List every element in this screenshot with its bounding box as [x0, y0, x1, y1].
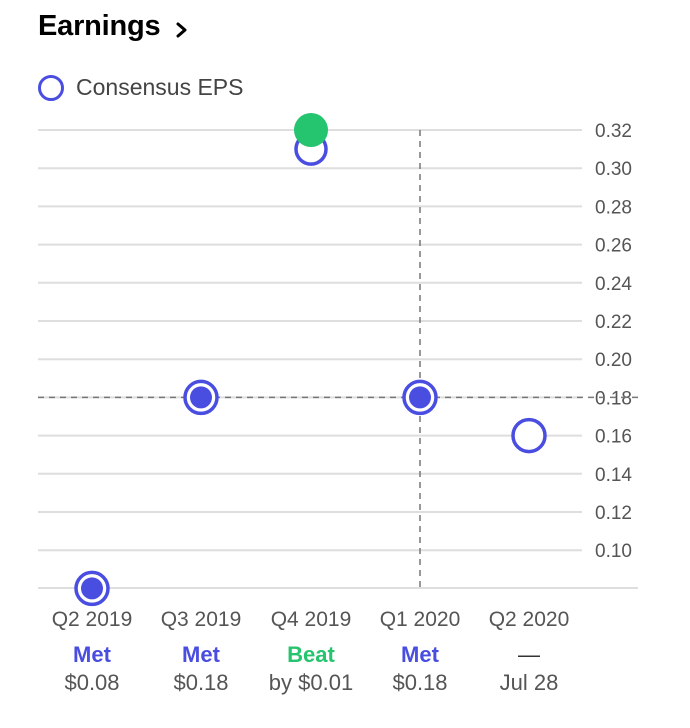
x-tick-label: Q2 2019	[52, 608, 133, 631]
earnings-header[interactable]: Earnings	[38, 10, 191, 43]
x-tick-label: Q1 2020	[380, 608, 461, 631]
quarter-status: Met	[401, 642, 439, 667]
y-tick-label: 0.20	[595, 350, 632, 371]
quarter-value: $0.18	[392, 670, 448, 695]
y-tick-label: 0.32	[595, 121, 632, 142]
y-tick-label: 0.26	[595, 236, 632, 257]
quarter-value: $0.08	[64, 670, 120, 695]
actual-eps-point-met	[81, 577, 103, 600]
quarter-status: Beat	[287, 642, 335, 667]
chart-legend: Consensus EPS	[38, 74, 243, 101]
legend-marker	[38, 74, 64, 101]
consensus-eps-point	[511, 417, 547, 454]
y-tick-label: 0.18	[595, 388, 632, 409]
quarter-summary: — Jul 28	[469, 642, 589, 698]
y-tick-label: 0.16	[595, 427, 632, 448]
chevron-right-icon	[176, 22, 186, 37]
quarter-summary: Met $0.18	[360, 642, 480, 698]
y-tick-label: 0.14	[595, 465, 632, 486]
actual-eps-point-met	[409, 386, 431, 409]
quarter-summary: Met $0.18	[141, 642, 261, 698]
y-tick-label: 0.12	[595, 503, 632, 524]
x-tick-label: Q2 2020	[489, 608, 570, 631]
quarter-status: —	[518, 642, 540, 667]
actual-eps-point-met	[190, 386, 212, 409]
quarter-value: $0.18	[173, 670, 229, 695]
quarter-summaries: Met $0.08 Met $0.18 Beat by $0.01 Met $0.18 — Jul…	[0, 642, 690, 712]
quarter-value: Jul 28	[499, 670, 559, 695]
y-tick-label: 0.10	[595, 541, 632, 562]
section-title: Earnings	[38, 10, 161, 42]
y-tick-label: 0.30	[595, 159, 632, 180]
y-tick-label: 0.22	[595, 312, 632, 333]
earnings-chart: 0.32 0.30 0.28 0.26 0.24 0.22 0.20 0.18 0.16 0.14…	[38, 113, 638, 631]
actual-eps-point-beat	[294, 113, 328, 147]
x-tick-label: Q3 2019	[161, 608, 242, 631]
quarter-summary: Met $0.08	[32, 642, 152, 698]
y-tick-label: 0.24	[595, 274, 632, 295]
quarter-value: by $0.01	[268, 670, 354, 695]
y-tick-label: 0.28	[595, 197, 632, 218]
quarter-status: Met	[182, 642, 220, 667]
quarter-summary: Beat by $0.01	[251, 642, 371, 698]
quarter-status: Met	[73, 642, 111, 667]
legend-label: Consensus EPS	[76, 74, 244, 100]
x-tick-label: Q4 2019	[271, 608, 352, 631]
